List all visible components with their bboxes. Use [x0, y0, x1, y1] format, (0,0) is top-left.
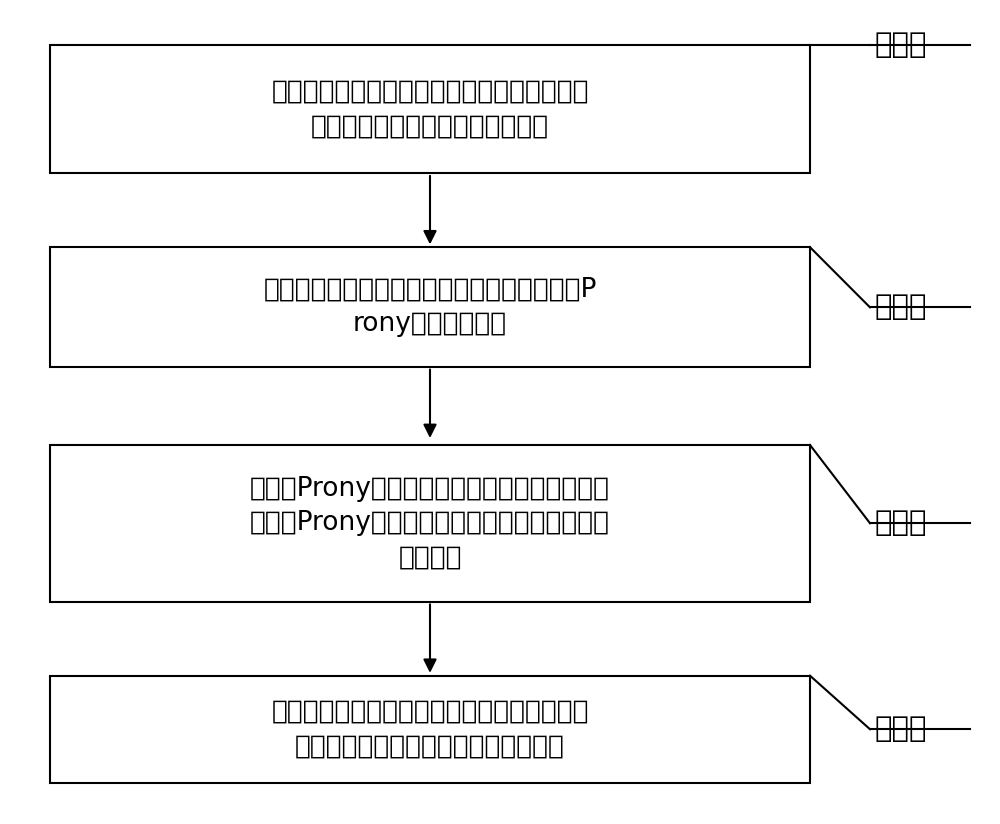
Text: 基于电力系统中低频振荡与阻尼的关系，建立P: 基于电力系统中低频振荡与阻尼的关系，建立P	[263, 277, 597, 302]
Bar	[50, 45, 810, 173]
Text: 对建立Prony算法数学模型进行改进，并利用改: 对建立Prony算法数学模型进行改进，并利用改	[250, 475, 610, 502]
Text: 步骤四: 步骤四	[875, 715, 928, 743]
Bar	[50, 676, 810, 783]
Text: 进后的Prony算法数学模型计算出低频振荡的各: 进后的Prony算法数学模型计算出低频振荡的各	[250, 510, 610, 536]
Text: 个特征量: 个特征量	[398, 545, 462, 571]
Text: 对电力系统中的低频振荡机理进行分析，确定: 对电力系统中的低频振荡机理进行分析，确定	[271, 79, 589, 105]
Text: 电力系统中低频振荡与阻尼的关系: 电力系统中低频振荡与阻尼的关系	[311, 114, 549, 139]
Text: rony算法数学模型: rony算法数学模型	[353, 311, 507, 337]
Text: 步骤二: 步骤二	[875, 293, 928, 321]
Bar	[50, 445, 810, 602]
Text: 步骤三: 步骤三	[875, 509, 928, 537]
Text: 步骤一: 步骤一	[875, 31, 928, 59]
Text: 将计算出低频振荡的各个特征量应用到实际运: 将计算出低频振荡的各个特征量应用到实际运	[271, 699, 589, 725]
Bar	[50, 247, 810, 367]
Text: 行中，完成对电力系统的低频振荡监控: 行中，完成对电力系统的低频振荡监控	[295, 733, 565, 760]
